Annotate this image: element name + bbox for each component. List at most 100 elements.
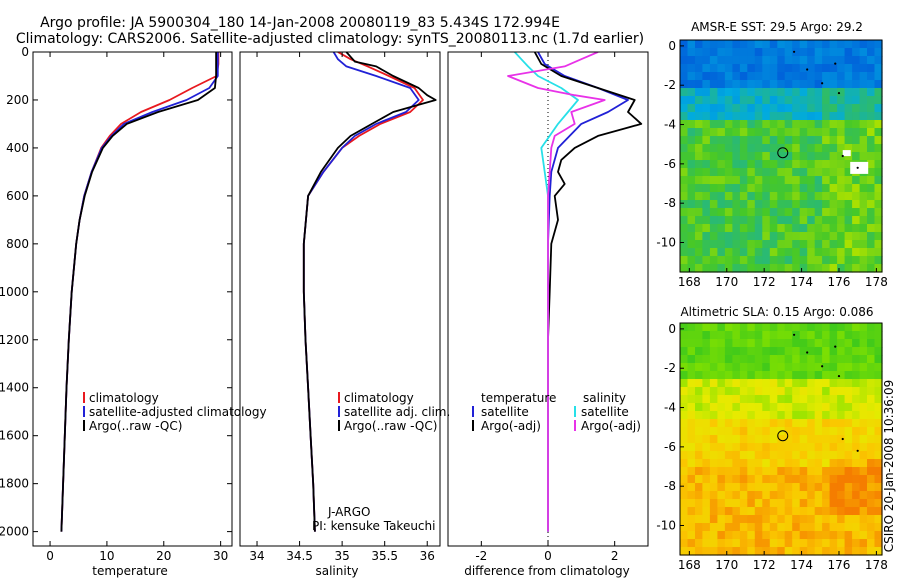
heatmap-cell	[724, 120, 733, 129]
heatmap-cell	[695, 475, 704, 484]
heatmap-cell	[762, 467, 771, 476]
heatmap-cell	[874, 435, 883, 444]
heatmap-cell	[807, 323, 816, 332]
heatmap-cell	[822, 355, 831, 364]
temperature-panel: 0 10 20 30020040060080010001200140016001800…	[0, 45, 233, 563]
heatmap-cell	[687, 355, 696, 364]
heatmap-cell	[695, 264, 704, 273]
heatmap-cell	[709, 112, 718, 121]
heatmap-cell	[852, 483, 861, 492]
heatmap-cell	[844, 387, 853, 396]
heatmap-cell	[687, 395, 696, 404]
heatmap-cell	[792, 88, 801, 97]
heatmap-cell	[709, 331, 718, 340]
heatmap-cell	[859, 371, 868, 380]
heatmap-cell	[732, 224, 741, 233]
heatmap-cell	[867, 256, 876, 265]
heatmap-cell	[754, 192, 763, 201]
heatmap-cell	[732, 144, 741, 153]
heatmap-cell	[844, 184, 853, 193]
heatmap-cell	[822, 232, 831, 241]
heatmap-cell	[829, 347, 838, 356]
heatmap-cell	[792, 232, 801, 241]
heatmap-cell	[829, 467, 838, 476]
heatmap-cell	[844, 240, 853, 249]
heatmap-cell	[867, 379, 876, 388]
heatmap-cell	[859, 144, 868, 153]
heatmap-cell	[777, 339, 786, 348]
heatmap-cell	[822, 379, 831, 388]
heatmap-cell	[859, 539, 868, 548]
heatmap-cell	[702, 208, 711, 217]
heatmap-cell	[769, 411, 778, 420]
heatmap-cell	[732, 339, 741, 348]
heatmap-cell	[859, 40, 868, 49]
heatmap-cell	[680, 96, 689, 105]
side-stamp: CSIRO 20-Jan-2008 10:36:09	[882, 380, 896, 552]
heatmap-cell	[702, 144, 711, 153]
heatmap-cell	[695, 363, 704, 372]
heatmap-cell	[784, 88, 793, 97]
heatmap-cell	[762, 363, 771, 372]
heatmap-cell	[867, 459, 876, 468]
heatmap-cell	[792, 323, 801, 332]
heatmap-cell	[695, 515, 704, 524]
heatmap-cell	[829, 256, 838, 265]
heatmap-cell	[769, 240, 778, 249]
heatmap-cell	[822, 216, 831, 225]
heatmap-cell	[762, 256, 771, 265]
heatmap-cell	[777, 531, 786, 540]
heatmap-cell	[852, 427, 861, 436]
heatmap-cell	[837, 539, 846, 548]
heatmap-cell	[874, 451, 883, 460]
heatmap-cell	[867, 128, 876, 137]
heatmap-cell	[754, 48, 763, 57]
heatmap-cell	[680, 403, 689, 412]
heatmap-cell	[867, 323, 876, 332]
heatmap-cell	[747, 200, 756, 209]
heatmap-cell	[702, 112, 711, 121]
heatmap-cell	[717, 547, 726, 556]
heatmap-cell	[814, 459, 823, 468]
heatmap-cell	[747, 256, 756, 265]
heatmap-cell	[822, 48, 831, 57]
heatmap-cell	[754, 160, 763, 169]
y-tick-label: 1000	[0, 285, 29, 299]
heatmap-cell	[724, 152, 733, 161]
heatmap-cell	[807, 72, 816, 81]
heatmap-cell	[687, 347, 696, 356]
heatmap-cell	[837, 192, 846, 201]
heatmap-cell	[859, 355, 868, 364]
heatmap-cell	[807, 451, 816, 460]
heatmap-cell	[829, 515, 838, 524]
heatmap-cell	[874, 491, 883, 500]
heatmap-cell	[732, 347, 741, 356]
heatmap-cell	[747, 339, 756, 348]
heatmap-cell	[852, 499, 861, 508]
heatmap-cell	[769, 435, 778, 444]
heatmap-cell	[709, 547, 718, 556]
heatmap-cell	[874, 339, 883, 348]
heatmap-cell	[769, 160, 778, 169]
heatmap-cell	[784, 539, 793, 548]
heatmap-cell	[769, 467, 778, 476]
heatmap-cell	[867, 371, 876, 380]
heatmap-cell	[777, 467, 786, 476]
heatmap-cell	[852, 240, 861, 249]
heatmap-cell	[799, 515, 808, 524]
heatmap-cell	[799, 467, 808, 476]
heatmap-cell	[680, 264, 689, 273]
heatmap-cell	[799, 411, 808, 420]
heatmap-cell	[732, 176, 741, 185]
heatmap-cell	[852, 363, 861, 372]
heatmap-cell	[799, 443, 808, 452]
heatmap-cell	[732, 459, 741, 468]
heatmap-cell	[702, 256, 711, 265]
heatmap-cell	[844, 507, 853, 516]
x-tick-label: 172	[753, 275, 776, 289]
heatmap-cell	[769, 331, 778, 340]
heatmap-cell	[739, 40, 748, 49]
heatmap-cell	[852, 403, 861, 412]
heatmap-cell	[732, 443, 741, 452]
